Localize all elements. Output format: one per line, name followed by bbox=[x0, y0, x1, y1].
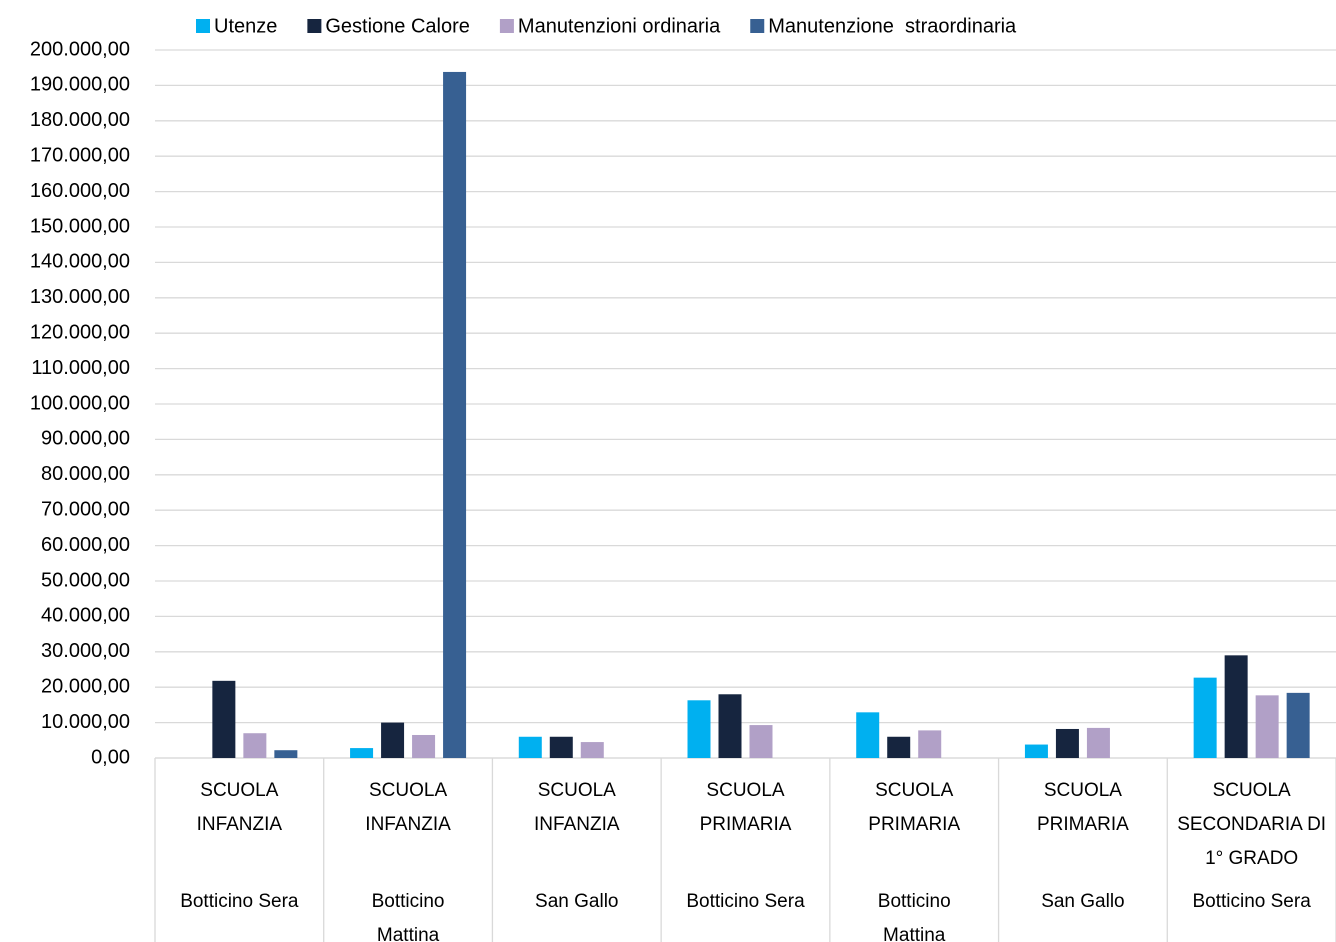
y-tick-label: 130.000,00 bbox=[30, 286, 130, 308]
y-tick-label: 100.000,00 bbox=[30, 392, 130, 414]
category-group-label: SCUOLA PRIMARIA bbox=[699, 780, 792, 835]
bar bbox=[243, 733, 267, 758]
y-tick-label: 90.000,00 bbox=[41, 428, 130, 450]
y-tick-label: 110.000,00 bbox=[31, 357, 130, 379]
bar bbox=[1086, 727, 1110, 758]
y-tick-label: 10.000,00 bbox=[41, 711, 130, 733]
bar bbox=[443, 71, 467, 758]
bar bbox=[887, 736, 911, 758]
bar bbox=[350, 748, 374, 758]
bar bbox=[1255, 695, 1279, 758]
y-tick-label: 170.000,00 bbox=[30, 144, 130, 166]
bar bbox=[918, 730, 942, 758]
category-location-label: Botticino Sera bbox=[1192, 891, 1311, 912]
bar bbox=[1286, 692, 1310, 758]
y-tick-label: 30.000,00 bbox=[41, 640, 130, 662]
category-location-label: Botticino Mattina bbox=[371, 891, 445, 942]
bar bbox=[1224, 655, 1248, 758]
y-tick-label: 40.000,00 bbox=[41, 605, 130, 627]
category-group-label: SCUOLA INFANZIA bbox=[196, 780, 283, 835]
category-location-label: Botticino Sera bbox=[180, 891, 299, 912]
legend-swatch bbox=[196, 19, 210, 33]
y-tick-label: 50.000,00 bbox=[41, 569, 130, 591]
category-location-label: San Gallo bbox=[535, 891, 619, 912]
y-tick-label: 140.000,00 bbox=[30, 251, 130, 273]
category-group-label: SCUOLA PRIMARIA bbox=[1036, 780, 1129, 835]
category-group-label: SCUOLA INFANZIA bbox=[365, 780, 451, 835]
bar bbox=[381, 722, 405, 758]
bar bbox=[1193, 677, 1217, 758]
bar bbox=[1024, 744, 1048, 758]
bar bbox=[718, 694, 742, 758]
bar bbox=[412, 734, 436, 758]
y-tick-label: 150.000,00 bbox=[30, 215, 130, 237]
bar bbox=[687, 700, 711, 758]
y-tick-label: 120.000,00 bbox=[30, 321, 130, 343]
legend-swatch bbox=[307, 19, 322, 33]
bar bbox=[274, 750, 298, 758]
category-group-label: SCUOLA SECONDARIA DI 1° GRADO bbox=[1177, 780, 1327, 869]
y-tick-label: 190.000,00 bbox=[30, 74, 130, 96]
legend-label: Utenze bbox=[214, 15, 277, 37]
bar bbox=[580, 742, 604, 758]
legend-swatch bbox=[499, 19, 514, 33]
category-location-label: Botticino Sera bbox=[686, 891, 805, 912]
y-tick-label: 0,00 bbox=[91, 746, 130, 768]
category-group-label: SCUOLA PRIMARIA bbox=[868, 780, 961, 835]
y-tick-label: 200.000,00 bbox=[30, 38, 130, 60]
legend-label: Manutenzioni ordinaria bbox=[518, 15, 721, 37]
legend-swatch bbox=[750, 19, 765, 33]
bar bbox=[549, 736, 573, 758]
bar bbox=[856, 712, 880, 758]
y-tick-label: 20.000,00 bbox=[41, 675, 130, 697]
y-tick-label: 70.000,00 bbox=[41, 498, 130, 520]
y-tick-label: 160.000,00 bbox=[30, 180, 130, 202]
category-location-label: San Gallo bbox=[1041, 891, 1125, 912]
legend-label: Manutenzione straordinaria bbox=[768, 15, 1017, 37]
category-group-label: SCUOLA INFANZIA bbox=[534, 780, 620, 835]
bar bbox=[749, 725, 773, 758]
category-location-label: Botticino Mattina bbox=[877, 891, 951, 942]
legend-label: Gestione Calore bbox=[325, 15, 470, 37]
y-tick-label: 60.000,00 bbox=[41, 534, 130, 556]
y-tick-label: 80.000,00 bbox=[41, 463, 130, 485]
bar bbox=[518, 736, 542, 758]
y-tick-label: 180.000,00 bbox=[30, 109, 130, 131]
bar bbox=[212, 680, 236, 758]
bar bbox=[1055, 728, 1079, 758]
